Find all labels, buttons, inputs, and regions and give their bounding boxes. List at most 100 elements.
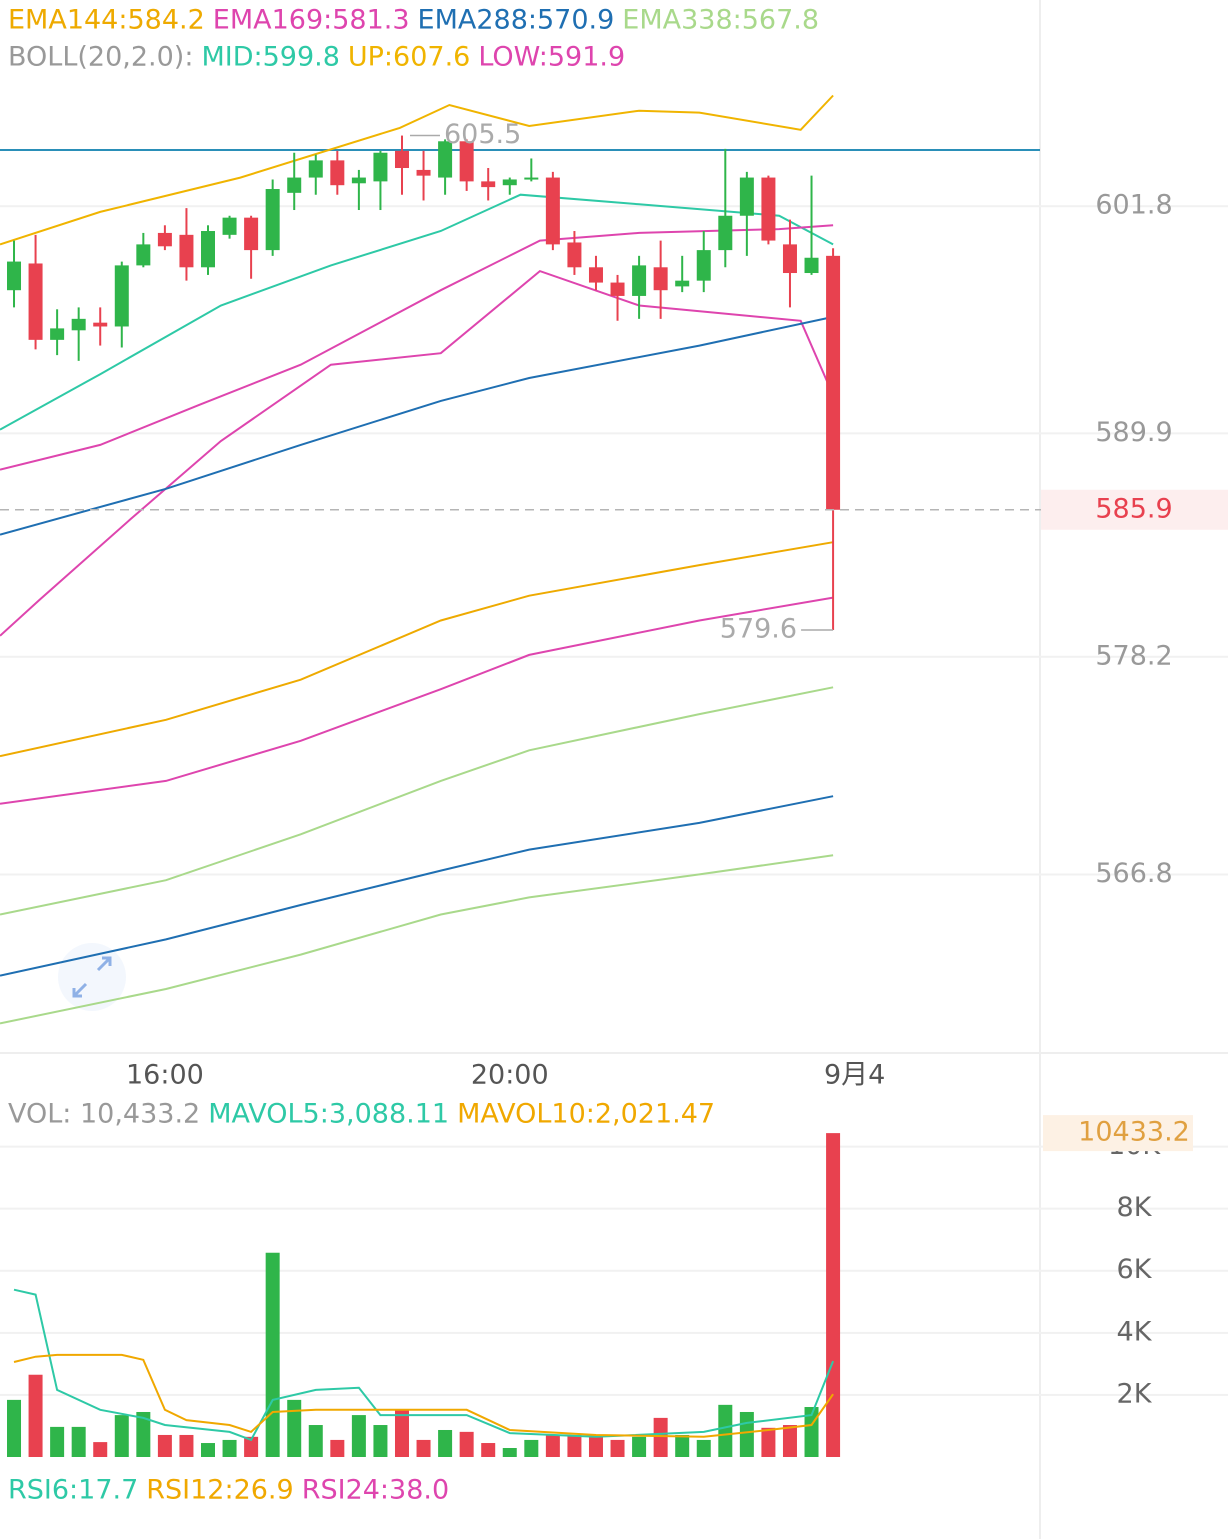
- volume-bar: [179, 1434, 194, 1457]
- volume-bar: [50, 1426, 65, 1457]
- candle-body: [675, 280, 690, 287]
- volume-bar: [826, 1133, 841, 1457]
- volume-bar: [481, 1443, 496, 1457]
- volume-bar: [71, 1426, 86, 1457]
- candle-body: [782, 244, 797, 274]
- candle-body: [826, 255, 841, 510]
- low-label: 579.6: [720, 614, 797, 645]
- volume-bar: [653, 1417, 668, 1457]
- expand-icon[interactable]: [58, 943, 126, 1011]
- candle-body: [481, 181, 496, 188]
- indicator-line: [0, 795, 834, 977]
- candle-body: [438, 141, 453, 178]
- last-price-box: [1041, 489, 1228, 530]
- candle-body: [696, 250, 711, 281]
- volume-bar: [114, 1415, 129, 1457]
- volume-bar: [308, 1425, 323, 1457]
- candle-body: [718, 215, 733, 251]
- volume-bar: [739, 1411, 754, 1457]
- volume-bar: [201, 1443, 215, 1457]
- candle-body: [50, 328, 65, 340]
- volume-bar: [265, 1252, 280, 1457]
- y-tick-label: 4K: [1117, 1316, 1153, 1347]
- expand-icon-arrows: [72, 956, 112, 998]
- legend-entry: BOLL(20,2.0):: [8, 42, 193, 73]
- plot-layer: 601.8 589.9 578.2 566.8 16:00 20:00 9月4 605.5 57…: [0, 5, 1228, 1506]
- volume-bar: [610, 1439, 625, 1457]
- volume-bar: [28, 1374, 43, 1457]
- indicator-line: [0, 686, 834, 916]
- volume-bar: [416, 1439, 431, 1457]
- current-volume-label: 10433.2: [1078, 1117, 1190, 1148]
- y-tick-label: 589.9: [1095, 417, 1172, 448]
- legend-entry: MAVOL5:3,088.11: [208, 1099, 449, 1130]
- y-tick-label: 8K: [1117, 1192, 1153, 1223]
- indicator-line: [0, 269, 835, 637]
- y-tick-label: 566.8: [1095, 858, 1172, 889]
- candle-body: [761, 177, 776, 241]
- volume-bar: [222, 1439, 237, 1457]
- candle-body: [330, 160, 345, 186]
- volume-bar: [545, 1434, 560, 1457]
- volume-bar: [287, 1399, 302, 1457]
- volume-bar: [394, 1409, 409, 1457]
- legend-entry: UP:607.6: [348, 42, 470, 73]
- indicator-line: [0, 541, 834, 758]
- legend-entry: VOL: 10,433.2: [8, 1099, 200, 1130]
- volume-bar: [588, 1434, 603, 1457]
- indicator-line: [0, 193, 834, 431]
- legend-entry: LOW:591.9: [478, 42, 625, 73]
- candle-body: [416, 169, 431, 176]
- candle-body: [114, 265, 129, 327]
- x-tick-label: 9月4: [824, 1060, 885, 1091]
- volume-bar: [373, 1425, 388, 1457]
- candle-body: [179, 234, 194, 268]
- volume-bar: [675, 1434, 690, 1457]
- volume-bar: [696, 1439, 711, 1457]
- y-tick-label: 601.8: [1095, 190, 1172, 221]
- x-tick-label: 20:00: [471, 1060, 549, 1091]
- indicator-line: [0, 94, 834, 246]
- legend-entry: RSI12:26.9: [146, 1475, 293, 1506]
- volume-bar: [93, 1442, 108, 1457]
- candle-body: [351, 177, 366, 184]
- volume-bar: [567, 1434, 582, 1457]
- high-label: 605.5: [444, 119, 521, 150]
- indicator-line: [0, 224, 834, 471]
- candle-body: [244, 217, 259, 251]
- candle-body: [308, 160, 323, 178]
- candle-body: [93, 322, 108, 327]
- candle-body: [610, 282, 625, 296]
- candle-body: [524, 177, 539, 180]
- volume-bar: [502, 1447, 517, 1457]
- candle-body: [739, 177, 754, 216]
- indicator-line: [0, 315, 834, 536]
- candle-body: [567, 242, 582, 268]
- candle-body: [201, 231, 215, 268]
- legend-entry: MAVOL10:2,021.47: [457, 1099, 715, 1130]
- candle-body: [287, 177, 302, 193]
- indicator-line: [0, 854, 834, 1025]
- indicator-line: [0, 596, 834, 805]
- legend-entry: EMA169:581.3: [213, 5, 410, 36]
- current-volume-box: [1043, 1115, 1193, 1152]
- candle-body: [222, 217, 237, 235]
- volume-bar: [782, 1425, 797, 1457]
- expand-icon-bg: [58, 943, 126, 1011]
- volume-bar: [136, 1411, 151, 1457]
- legend-entry: EMA144:584.2: [8, 5, 205, 36]
- candle-body: [71, 318, 86, 331]
- volume-bar: [761, 1427, 776, 1457]
- candle-body: [373, 152, 388, 182]
- legend-entry: RSI24:38.0: [302, 1475, 449, 1506]
- candle-body: [632, 265, 647, 296]
- y-tick-label: 6K: [1117, 1254, 1153, 1285]
- volume-bar: [632, 1436, 647, 1457]
- y-tick-label: 578.2: [1095, 640, 1172, 671]
- candle-body: [265, 189, 280, 251]
- volume-bar: [244, 1436, 259, 1457]
- candle-body: [136, 244, 151, 266]
- candle-body: [804, 257, 819, 274]
